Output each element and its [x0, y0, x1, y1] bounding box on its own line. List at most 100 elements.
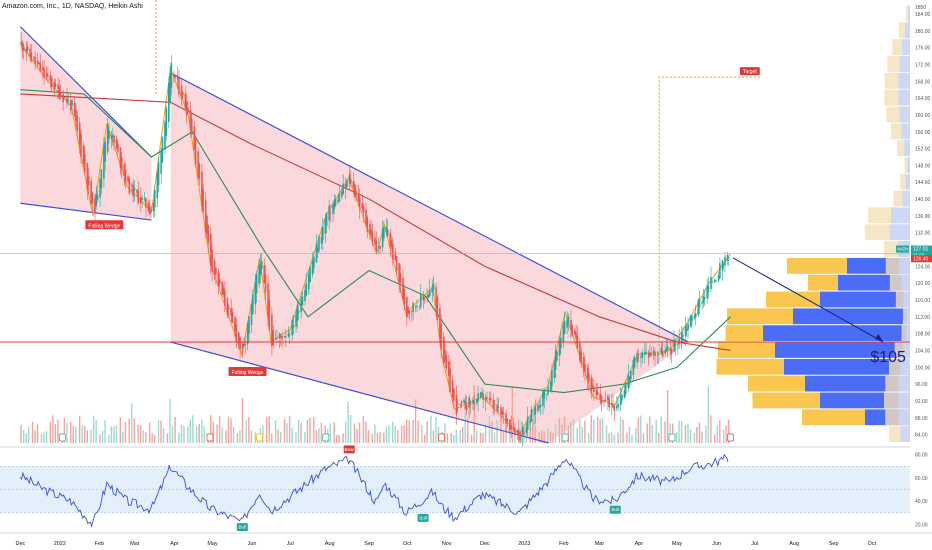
candle: [582, 357, 585, 372]
price-tick-0: 184.00: [915, 12, 931, 18]
candle: [711, 282, 714, 283]
volume-bar: [133, 418, 136, 443]
candle: [182, 92, 184, 96]
candle: [420, 293, 422, 307]
volume-bar: [86, 430, 88, 443]
candle: [133, 187, 136, 191]
candle: [476, 399, 478, 404]
candle: [579, 341, 581, 361]
volume-bar: [166, 433, 169, 443]
volume-bar: [90, 429, 92, 443]
volume-bar: [353, 423, 356, 443]
candle: [715, 280, 717, 282]
volume-bar: [232, 426, 235, 443]
volume-bar: [675, 432, 678, 443]
candle: [460, 401, 463, 405]
candle: [596, 392, 599, 395]
volume-bar: [388, 425, 390, 443]
volume-bar: [239, 429, 241, 443]
candle: [684, 326, 687, 336]
last-price-bg: [911, 245, 932, 258]
candle: [481, 392, 483, 395]
volume-bar: [145, 432, 147, 443]
volume-bar: [450, 433, 452, 443]
volume-bar: [672, 423, 674, 443]
volume-bar: [338, 434, 340, 443]
event-marker: [322, 433, 330, 442]
candle: [73, 102, 76, 116]
candle: [206, 216, 208, 234]
volume-bar: [210, 415, 212, 443]
candle: [316, 248, 319, 253]
candle: [399, 273, 402, 283]
profile-buy-0: [787, 257, 847, 274]
profile-history-sell: [904, 22, 910, 39]
event-marker: [59, 433, 66, 442]
volume-bar: [142, 430, 144, 443]
rsi-pane: Bear Bull Bull Bull: [0, 445, 932, 532]
candle: [47, 74, 49, 76]
candle: [99, 179, 101, 198]
candle: [224, 291, 226, 306]
volume-bar: [295, 432, 297, 443]
time-tick-22: Oct: [868, 541, 877, 547]
volume-bar: [268, 416, 270, 443]
candle: [666, 346, 669, 351]
candle: [566, 319, 568, 328]
volume-bar: [403, 425, 405, 443]
volume-bar: [547, 428, 549, 443]
volume-bar: [502, 431, 505, 443]
price-tick-24: 88.00: [915, 416, 928, 422]
candle: [422, 296, 425, 301]
candle: [664, 350, 666, 354]
profile-history: [900, 173, 910, 190]
candle: [210, 233, 212, 266]
candle: [456, 403, 459, 405]
volume-bar: [435, 416, 437, 443]
volume-bar: [543, 431, 545, 443]
candle: [390, 240, 393, 248]
candle: [370, 229, 372, 235]
volume-bar: [698, 422, 701, 443]
moving-average-0: [20, 93, 731, 352]
profile-history-sell: [901, 123, 910, 140]
candle: [358, 197, 361, 209]
profile-history-sell: [899, 257, 910, 274]
candle: [383, 227, 385, 239]
volume-bar: [554, 424, 557, 443]
candle: [258, 265, 260, 284]
volume-bar: [108, 434, 110, 443]
candle: [150, 210, 152, 213]
candle: [435, 286, 437, 307]
volume-bar: [115, 425, 118, 443]
candle: [702, 295, 705, 304]
volume-bar: [455, 430, 458, 443]
candle: [222, 288, 225, 295]
candle: [84, 154, 86, 173]
candle: [178, 77, 180, 95]
volume-bar: [484, 423, 487, 443]
candle: [621, 394, 623, 401]
candle: [386, 229, 389, 236]
volume-bar: [714, 434, 716, 443]
candle: [112, 134, 114, 138]
volume-bar: [608, 433, 610, 443]
candle: [287, 333, 290, 337]
volume-bar: [187, 426, 189, 443]
candle: [488, 398, 491, 400]
rsi-tick-2: 40.00: [915, 499, 928, 505]
profile-history: [902, 308, 910, 325]
candle: [496, 404, 498, 412]
candle: [484, 396, 487, 401]
candle: [239, 338, 241, 350]
price-tick-25: 84.00: [915, 433, 928, 439]
volume-bar: [57, 419, 59, 443]
wedge-lower-1: [170, 341, 549, 444]
projection-arrow: [732, 257, 884, 343]
volume-bar: [479, 432, 482, 443]
volume-bar: [367, 430, 370, 443]
candle: [374, 237, 376, 244]
volume-bar: [462, 427, 464, 443]
volume-bar: [78, 415, 81, 443]
